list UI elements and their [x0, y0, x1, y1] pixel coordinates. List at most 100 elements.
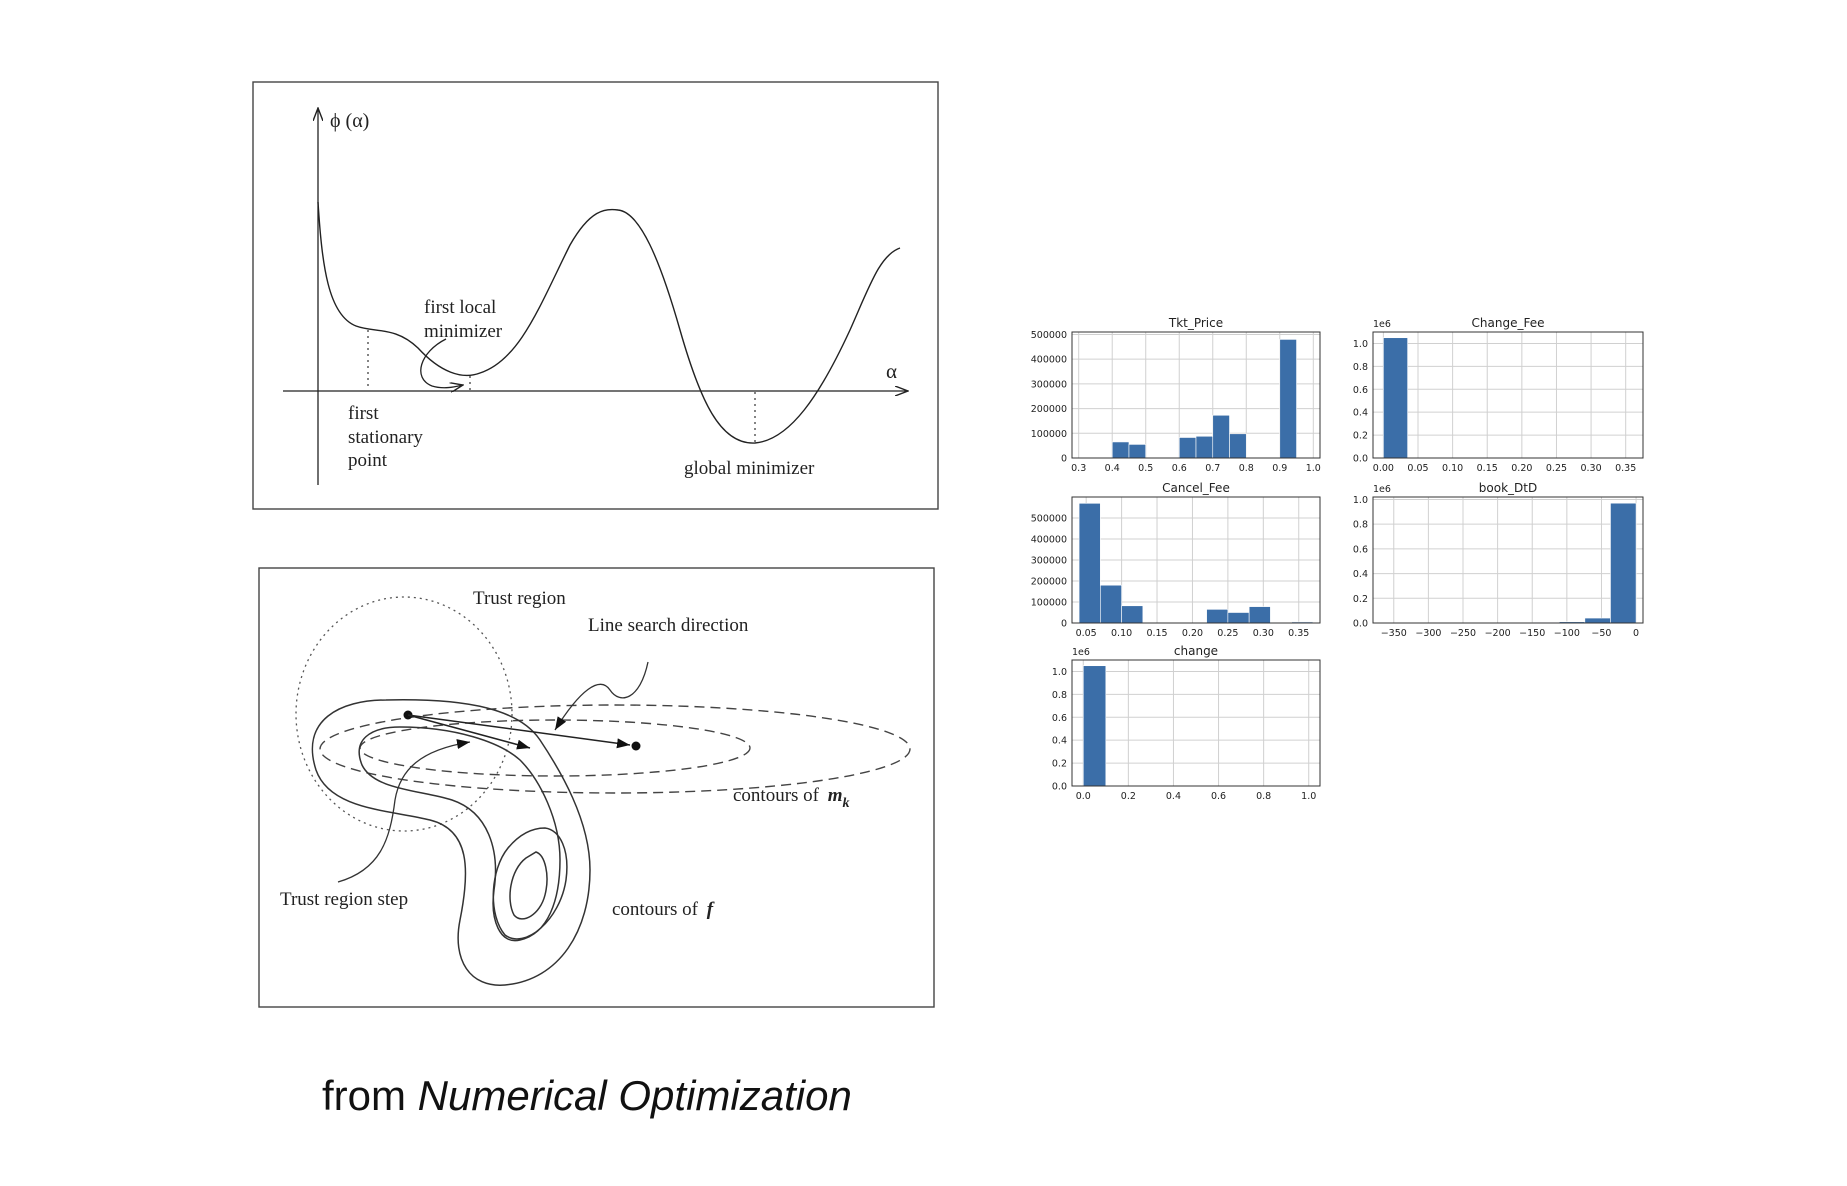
- model-contour-outer: [319, 704, 911, 794]
- y-tick-label: 0.6: [1052, 713, 1067, 724]
- plot-frame: [1071, 659, 1321, 787]
- axis-multiplier: 1e6: [1072, 647, 1090, 658]
- histogram-bar: [1078, 502, 1101, 624]
- plot-frame: [1071, 496, 1321, 624]
- histogram-title: Tkt_Price: [1168, 316, 1223, 330]
- line-search-label: Line search direction: [588, 615, 749, 636]
- plot-frame: [1372, 496, 1644, 624]
- x-tick-label: −300: [1415, 628, 1441, 639]
- x-tick-label: 0.7: [1205, 463, 1220, 474]
- caption-prefix: from: [322, 1072, 406, 1119]
- histogram-bar: [1178, 437, 1197, 459]
- x-tick-label: 0.30: [1580, 463, 1601, 474]
- trust-region-label: Trust region: [473, 588, 566, 609]
- plot-area: [1373, 332, 1643, 458]
- y-tick-label: 0.6: [1353, 544, 1368, 555]
- trust-step-pointer: [337, 739, 471, 883]
- x-tick-label: 0.25: [1546, 463, 1567, 474]
- x-tick-label: 1.0: [1301, 791, 1316, 802]
- x-tick-label: 0.15: [1477, 463, 1498, 474]
- histogram-change-fee: 0.00 0.05 0.10 0.15 0.20 0.25 0.30 0.35 0.0 0.2 0.…: [1353, 316, 1644, 474]
- y-axis-label: ϕ (α): [330, 110, 369, 132]
- x-tick-label: 0.5: [1138, 463, 1153, 474]
- y-tick-label: 0.8: [1353, 362, 1368, 373]
- y-tick-label: 400000: [1031, 355, 1067, 366]
- histogram-bar: [1082, 665, 1107, 787]
- phi-curve: [317, 201, 901, 444]
- x-tick-label: 0.20: [1182, 628, 1203, 639]
- line-search-step: [407, 714, 631, 749]
- figure-frame: [252, 81, 939, 510]
- x-tick-label: 0.9: [1272, 463, 1287, 474]
- stationary-label-line2: stationary: [348, 427, 423, 448]
- x-tick-label: 0.8: [1256, 791, 1271, 802]
- first-local-label-line2: minimizer: [424, 321, 503, 342]
- y-tick-label: 0.2: [1052, 759, 1067, 770]
- line-search-point: [631, 741, 641, 751]
- first-local-label-line1: first local: [424, 297, 496, 318]
- contours-m-label: contours of mk: [733, 785, 850, 811]
- x-tick-label: −100: [1554, 628, 1580, 639]
- histogram-change: 0.0 0.2 0.4 0.6 0.8 1.0 0.0 0.2 0.4 0.6 0.8 1.0 chan…: [1052, 644, 1321, 802]
- axis-multiplier: 1e6: [1373, 484, 1391, 495]
- plot-area: [1373, 497, 1643, 623]
- x-tick-label: 0.6: [1211, 791, 1226, 802]
- caption-book-title: Numerical Optimization: [417, 1072, 852, 1119]
- y-tick-label: 0.4: [1353, 569, 1368, 580]
- x-tick-label: 0.0: [1076, 791, 1091, 802]
- x-tick-label: 0: [1633, 628, 1639, 639]
- x-tick-label: 0.05: [1076, 628, 1097, 639]
- y-tick-label: 1.0: [1052, 667, 1067, 678]
- histogram-grid: 0.3 0.4 0.5 0.6 0.7 0.8 0.9 1.0 0 100000 200000 300…: [1031, 316, 1644, 802]
- y-tick-label: 0.4: [1353, 408, 1368, 419]
- x-tick-label: −350: [1381, 628, 1407, 639]
- y-tick-label: 200000: [1031, 577, 1067, 588]
- plot-frame: [1071, 331, 1321, 459]
- stationary-label-line3: point: [348, 450, 388, 471]
- x-tick-label: −150: [1519, 628, 1545, 639]
- x-tick-label: 0.35: [1615, 463, 1636, 474]
- x-tick-label: −250: [1450, 628, 1476, 639]
- x-tick-label: 0.25: [1217, 628, 1238, 639]
- plot-frame: [1372, 331, 1644, 459]
- contours-f-label: contours of f: [612, 899, 715, 920]
- line-search-figure: ϕ (α) α first local minimizer first stat…: [252, 81, 939, 510]
- y-tick-label: 400000: [1031, 535, 1067, 546]
- stationary-label-line1: first: [348, 403, 379, 424]
- histogram-title: Cancel_Fee: [1162, 481, 1230, 495]
- x-tick-label: 0.15: [1146, 628, 1167, 639]
- histogram-title: book_DtD: [1479, 481, 1537, 495]
- y-tick-label: 100000: [1031, 429, 1067, 440]
- y-tick-label: 300000: [1031, 556, 1067, 567]
- x-tick-label: 0.6: [1172, 463, 1187, 474]
- histogram-bar: [1383, 337, 1408, 459]
- x-tick-label: 0.4: [1105, 463, 1120, 474]
- f-contour-inner: [509, 851, 548, 920]
- y-tick-label: 0.2: [1353, 594, 1368, 605]
- x-tick-label: −200: [1485, 628, 1511, 639]
- histogram-bar: [1100, 584, 1122, 624]
- x-tick-label: 0.3: [1071, 463, 1086, 474]
- x-tick-label: 0.2: [1121, 791, 1136, 802]
- y-tick-label: 0.8: [1052, 690, 1067, 701]
- histogram-cancel-fee: 0.05 0.10 0.15 0.20 0.25 0.30 0.35 0 100000 20000…: [1031, 481, 1321, 639]
- histogram-bar: [1584, 617, 1611, 624]
- y-tick-label: 100000: [1031, 598, 1067, 609]
- f-contour-outer: [311, 699, 591, 986]
- trust-region-figure: Trust region Line search direction conto…: [258, 567, 935, 1008]
- histogram-bar: [1111, 441, 1130, 459]
- histogram-bar: [1279, 339, 1297, 459]
- trust-step-label: Trust region step: [280, 889, 408, 910]
- y-tick-label: 0: [1061, 619, 1067, 630]
- y-tick-label: 1.0: [1353, 495, 1368, 506]
- y-tick-label: 300000: [1031, 379, 1067, 390]
- figure-frame: [258, 567, 935, 1008]
- axis-multiplier: 1e6: [1373, 319, 1391, 330]
- y-tick-label: 0.0: [1353, 619, 1368, 630]
- y-tick-label: 1.0: [1353, 339, 1368, 350]
- y-tick-label: 0.8: [1353, 520, 1368, 531]
- x-tick-label: 0.8: [1239, 463, 1254, 474]
- histogram-book-dtd: −350 −300 −250 −200 −150 −100 −50 0 0.0 0.2 0.4 0.6…: [1353, 481, 1644, 639]
- y-tick-label: 500000: [1031, 514, 1067, 525]
